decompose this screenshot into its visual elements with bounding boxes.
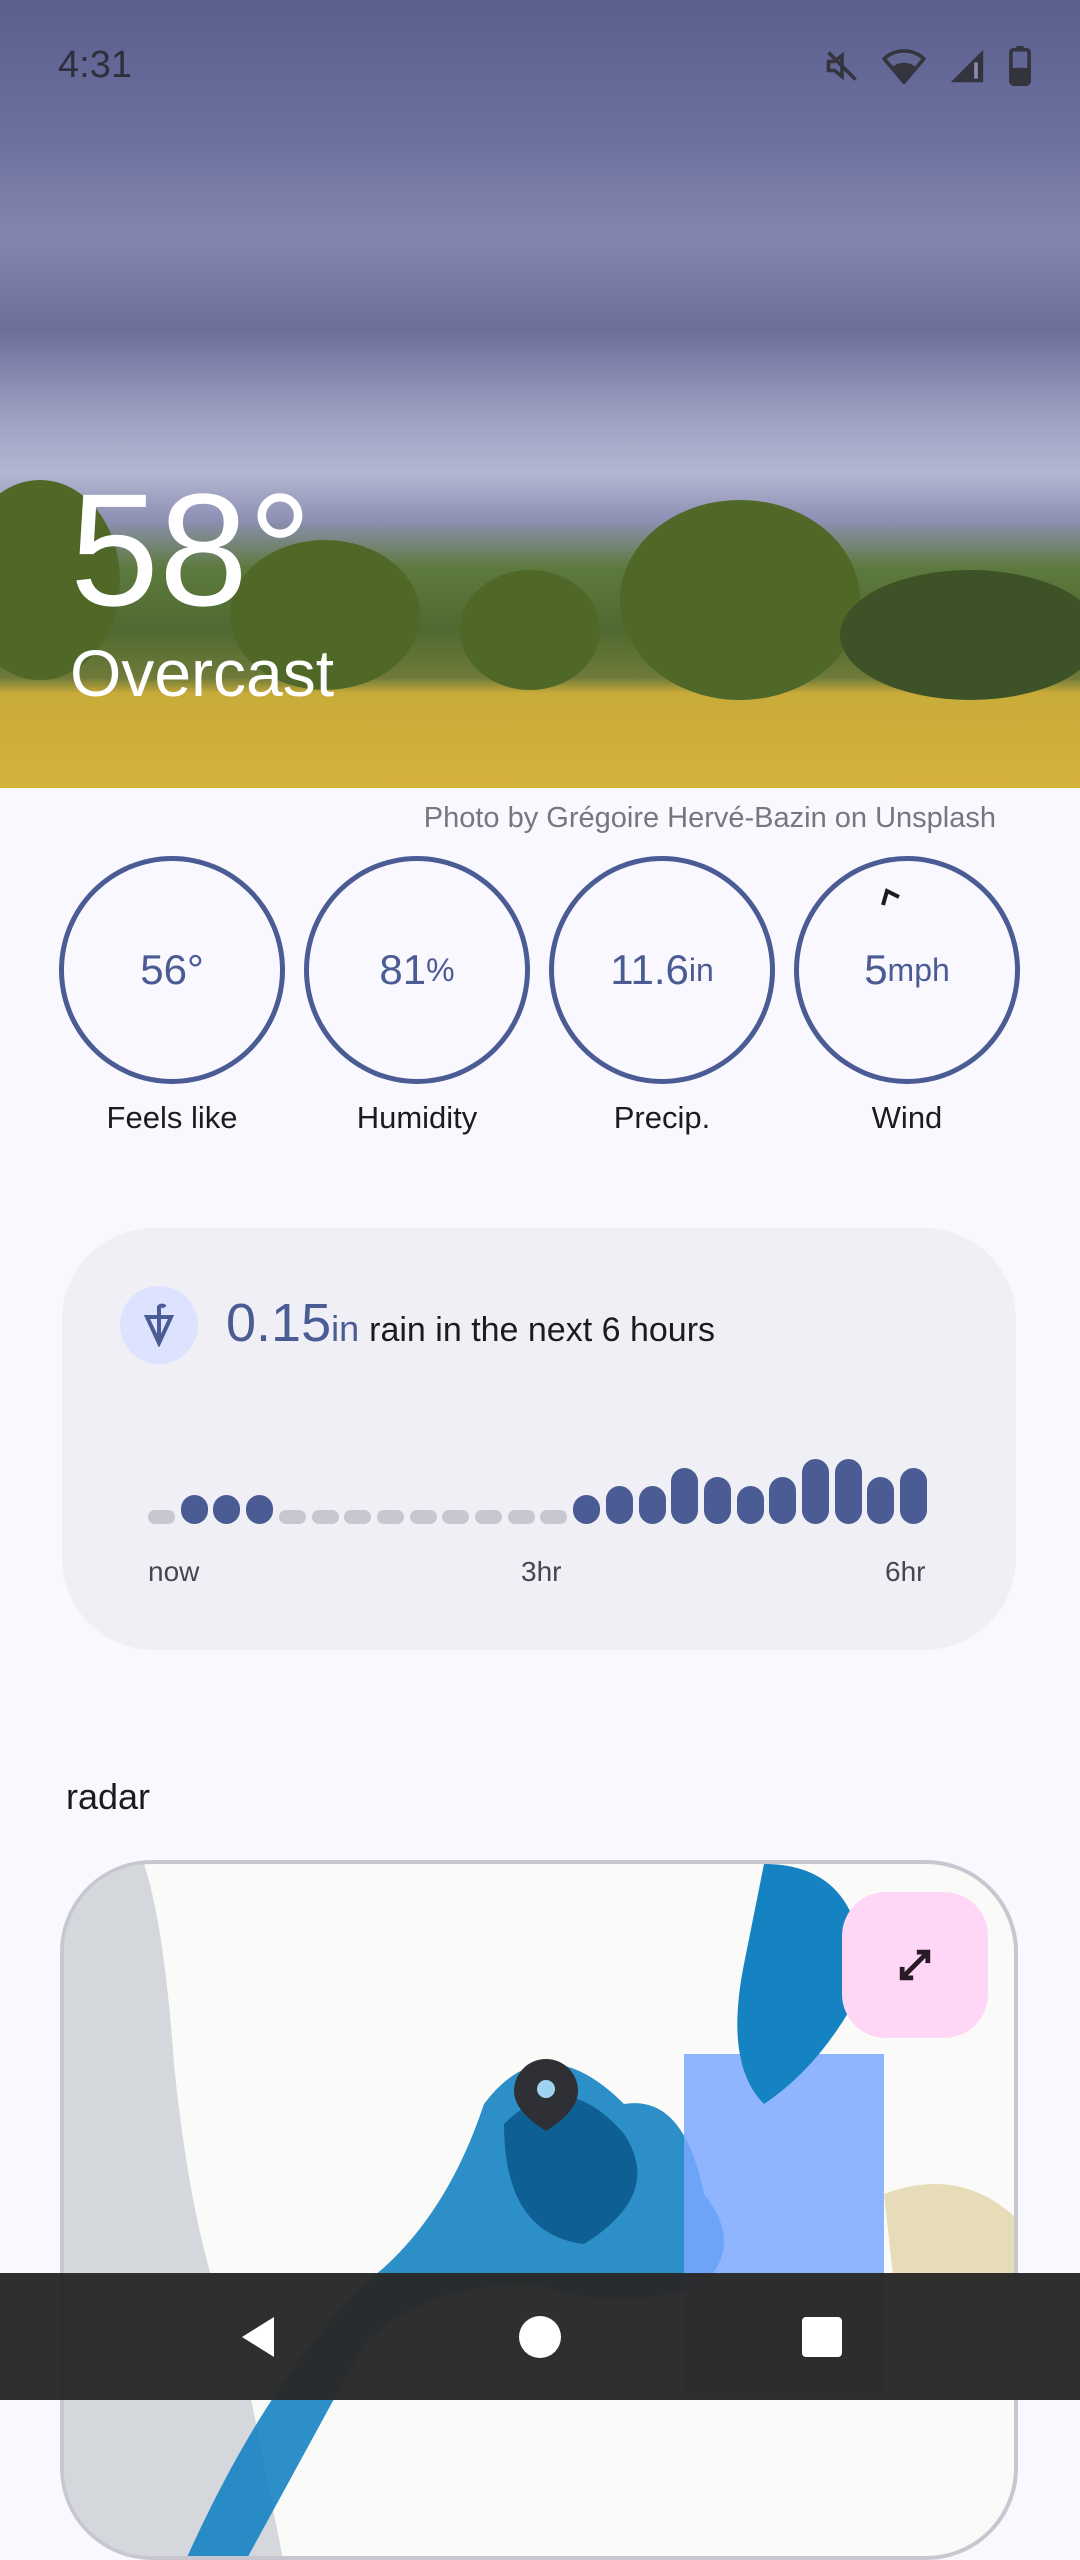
umbrella-icon (120, 1286, 198, 1364)
rain-bar (573, 1495, 601, 1524)
rain-text: rain in the next 6 hours (369, 1311, 716, 1349)
home-icon[interactable] (518, 2315, 562, 2359)
rain-bar (148, 1510, 175, 1524)
rain-bar (409, 1510, 437, 1524)
tick-label-now: now (148, 1556, 200, 1587)
rain-amount: 0.15 (226, 1293, 332, 1353)
rain-bar (638, 1486, 666, 1524)
clock: 4:31 (58, 44, 132, 86)
rain-bar (736, 1486, 764, 1524)
stat-label: Precip. (613, 1100, 711, 1135)
wind-direction-icon (881, 888, 900, 906)
hero-photo (0, 0, 1080, 788)
rain-bar (802, 1459, 829, 1524)
stat-value: 5 (864, 946, 888, 993)
stat-value: 81 (379, 946, 427, 993)
wifi-icon (882, 49, 926, 84)
rain-bar (442, 1510, 470, 1524)
battery-icon (1009, 46, 1031, 86)
rain-bar (344, 1510, 372, 1524)
recents-icon[interactable] (802, 2316, 842, 2357)
location-pin-icon (514, 2059, 578, 2131)
rain-bar (376, 1510, 404, 1524)
stat-label: Wind (871, 1100, 943, 1135)
navigation-bar (0, 2273, 1080, 2400)
stat-label: Feels like (106, 1100, 238, 1135)
stat-wind: 5 mph (794, 856, 1020, 1084)
rain-bar (834, 1459, 862, 1524)
status-bar: 4:31 (0, 0, 1080, 130)
radar-heading: radar (66, 1776, 151, 1817)
stat-unit: in (688, 951, 714, 988)
signal-icon (950, 49, 984, 83)
rain-bar (605, 1486, 633, 1524)
rain-bar (278, 1510, 306, 1524)
rain-summary: 0.15 in rain in the next 6 hours (226, 1292, 715, 1354)
rain-chart (148, 1440, 932, 1524)
rain-bar (703, 1477, 731, 1524)
rain-unit: in (331, 1308, 360, 1349)
tick-label-6hr: 6hr (885, 1556, 926, 1587)
mute-icon (826, 51, 857, 81)
photo-attribution[interactable]: Photo by Grégoire Hervé-Bazin on Unsplas… (423, 802, 996, 834)
current-temperature: 58° (70, 460, 312, 639)
expand-icon (899, 1949, 931, 1981)
rain-bar (180, 1495, 208, 1524)
rain-bar (900, 1468, 928, 1524)
tick-label-3hr: 3hr (521, 1556, 562, 1587)
rain-bar (671, 1468, 699, 1524)
stat-humidity: 81% (304, 856, 530, 1084)
rain-bar (311, 1510, 339, 1524)
expand-radar-button[interactable] (842, 1892, 988, 2038)
stat-value: 56° (140, 946, 204, 993)
stat-unit: % (426, 951, 455, 988)
stat-feels-like: 56° (59, 856, 285, 1084)
rain-bar (475, 1510, 502, 1524)
rain-forecast-card (62, 1228, 1016, 1650)
rain-bar (540, 1510, 568, 1524)
rain-bar (769, 1477, 797, 1524)
rain-bar (867, 1477, 895, 1524)
stat-label: Humidity (356, 1100, 478, 1135)
rain-bar (213, 1495, 241, 1524)
stat-precip: 11.6 in (549, 856, 775, 1084)
rain-bar (246, 1495, 274, 1524)
stat-value: 11.6 (610, 946, 689, 993)
stat-unit: mph (887, 951, 950, 988)
rain-bar (507, 1510, 535, 1524)
current-condition: Overcast (70, 636, 335, 710)
back-icon[interactable] (236, 2315, 280, 2359)
